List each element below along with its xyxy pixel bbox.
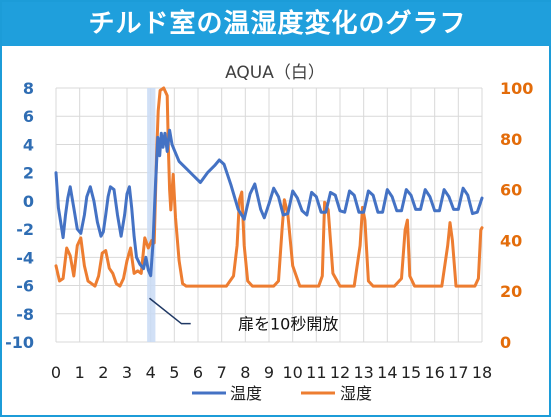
x-tick-label: 13 [353, 363, 373, 382]
right-tick-label: 20 [500, 282, 522, 301]
annotation: 扉を10秒開放 [149, 297, 338, 334]
legend: 温度 湿度 [192, 384, 372, 403]
left-tick-label: 4 [23, 135, 34, 154]
x-tick-label: 8 [240, 363, 250, 382]
annotation-leader [149, 297, 191, 325]
x-tick-label: 9 [264, 363, 274, 382]
right-tick-label: 60 [500, 181, 522, 200]
right-axis-ticks: 100 80 60 40 20 0 [500, 79, 533, 352]
banner-title: チルド室の温湿度変化のグラフ [88, 9, 467, 39]
x-tick-label: 3 [122, 363, 132, 382]
right-tick-label: 100 [500, 79, 533, 98]
title-banner [2, 2, 551, 46]
left-tick-label: -4 [16, 248, 34, 267]
right-tick-label: 0 [500, 333, 511, 352]
x-tick-label: 12 [330, 363, 350, 382]
door-open-highlight [147, 88, 156, 342]
humidity-line [54, 86, 484, 288]
x-tick-label: 17 [448, 363, 468, 382]
x-tick-label: 5 [169, 363, 179, 382]
left-tick-label: 2 [23, 164, 34, 183]
left-tick-label: -2 [16, 220, 34, 239]
left-tick-label: 0 [23, 192, 34, 211]
right-tick-label: 40 [500, 231, 522, 250]
x-tick-label: 1 [75, 363, 85, 382]
x-tick-label: 0 [51, 363, 61, 382]
x-axis-ticks: 0 1 2 3 4 5 6 7 8 9 10 11 12 13 14 15 16 17 18 [51, 363, 492, 382]
x-tick-label: 4 [146, 363, 156, 382]
chart-title: AQUA（白） [225, 63, 325, 83]
series-lines [54, 86, 484, 288]
left-tick-label: -10 [5, 333, 34, 352]
legend-label-humidity: 湿度 [340, 384, 372, 403]
x-tick-label: 15 [401, 363, 421, 382]
annotation-label: 扉を10秒開放 [238, 315, 338, 334]
x-tick-label: 16 [424, 363, 444, 382]
left-tick-label: 8 [23, 79, 34, 98]
door-open-band [147, 88, 156, 342]
temperature-line [54, 128, 484, 278]
left-tick-label: 6 [23, 107, 34, 126]
legend-label-temperature: 温度 [230, 384, 262, 403]
x-tick-label: 6 [193, 363, 203, 382]
left-tick-label: -6 [16, 277, 34, 296]
x-tick-label: 18 [472, 363, 492, 382]
gridlines [55, 87, 483, 343]
left-axis-ticks: 8 6 4 2 0 -2 -4 -6 -8 -10 [5, 79, 34, 352]
x-tick-label: 10 [282, 363, 302, 382]
right-tick-label: 80 [500, 130, 522, 149]
x-tick-label: 7 [217, 363, 227, 382]
left-tick-label: -8 [16, 305, 34, 324]
x-tick-label: 11 [306, 363, 326, 382]
x-tick-label: 2 [98, 363, 108, 382]
x-tick-label: 14 [377, 363, 397, 382]
